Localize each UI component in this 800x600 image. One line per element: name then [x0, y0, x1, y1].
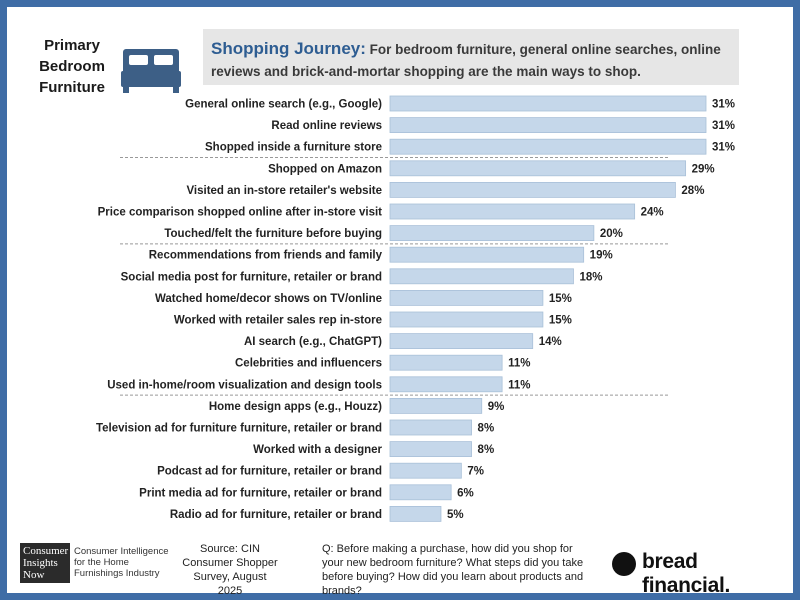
category-label: Home design apps (e.g., Houzz): [209, 401, 382, 413]
bar: [389, 117, 707, 133]
value-label: 11%: [508, 379, 530, 391]
value-label: 19%: [590, 250, 613, 262]
callout-body: For bedroom furniture, general online se…: [211, 42, 721, 79]
category-label: AI search (e.g., ChatGPT): [244, 336, 382, 348]
value-label: 5%: [447, 509, 464, 521]
category-label: Worked with retailer sales rep in-store: [174, 315, 382, 327]
cin-logo-mark: Consumer Insights Now: [20, 543, 70, 583]
value-label: 14%: [539, 336, 562, 348]
category-label: Touched/felt the furniture before buying: [164, 228, 382, 240]
category-label: Radio ad for furniture, retailer or bran…: [170, 509, 382, 521]
bar: [389, 246, 585, 263]
bar: [389, 203, 636, 220]
value-label: 11%: [508, 358, 530, 370]
cin-logo: Consumer Insights Now Consumer Intellige…: [20, 543, 180, 583]
value-label: 18%: [579, 271, 602, 283]
bread-financial-logo: bread financial.: [612, 550, 772, 597]
callout-text: Shopping Journey: For bedroom furniture,…: [211, 38, 731, 83]
bar: [389, 181, 676, 198]
category-label: General online search (e.g., Google): [185, 99, 382, 111]
bar: [389, 419, 472, 436]
category-label: Visited an in-store retailer's website: [186, 185, 382, 197]
bar: [389, 462, 462, 479]
callout-box: Shopping Journey: For bedroom furniture,…: [203, 29, 739, 85]
bar: [389, 138, 707, 155]
bar: [389, 376, 503, 393]
value-label: 15%: [549, 315, 572, 327]
value-label: 9%: [488, 401, 505, 413]
category-label: Recommendations from friends and family: [149, 250, 383, 262]
bar: [389, 484, 452, 501]
value-label: 20%: [600, 228, 623, 240]
value-label: 24%: [641, 207, 664, 219]
callout-heading: Shopping Journey:: [211, 39, 366, 58]
value-label: 7%: [467, 466, 484, 478]
category-label: Print media ad for furniture, retailer o…: [139, 487, 382, 499]
value-label: 15%: [549, 293, 572, 305]
bread-logo-icon: [612, 552, 636, 576]
value-label: 8%: [478, 444, 495, 456]
category-label: Shopped inside a furniture store: [205, 142, 382, 154]
value-label: 6%: [457, 487, 474, 499]
category-label: Price comparison shopped online after in…: [98, 207, 383, 219]
bar: [389, 397, 483, 414]
value-label: 28%: [681, 185, 704, 197]
bar: [389, 225, 595, 242]
primary-title: Primary Bedroom Furniture: [39, 37, 105, 96]
bar: [389, 354, 503, 371]
bar: [389, 441, 472, 458]
category-label: Worked with a designer: [253, 444, 382, 456]
category-label: Shopped on Amazon: [268, 163, 382, 175]
cin-logo-description: Consumer Intelligence for the Home Furni…: [74, 546, 169, 579]
bar: [389, 289, 544, 306]
bar: [389, 333, 534, 350]
category-label: Watched home/decor shows on TV/online: [155, 293, 382, 305]
category-label: Celebrities and influencers: [235, 358, 382, 370]
bar: [389, 505, 442, 522]
bar: [389, 268, 574, 285]
category-label: Podcast ad for furniture, retailer or br…: [157, 466, 382, 478]
value-label: 31%: [712, 142, 735, 154]
category-label: Read online reviews: [271, 120, 382, 132]
bar: [389, 311, 544, 328]
value-label: 8%: [478, 423, 495, 435]
bread-logo-text: bread financial.: [642, 550, 731, 597]
value-label: 31%: [712, 120, 735, 132]
survey-question: Q: Before making a purchase, how did you…: [322, 543, 584, 597]
category-label: Social media post for furniture, retaile…: [121, 271, 382, 283]
category-label: Television ad for furniture furniture, r…: [96, 423, 382, 435]
bar: [389, 160, 687, 177]
value-label: 29%: [692, 163, 715, 175]
bar: [389, 95, 707, 112]
bed-icon: [121, 49, 181, 93]
category-label: Used in-home/room visualization and desi…: [107, 379, 382, 391]
source-note: Source: CIN Consumer Shopper Survey, Aug…: [182, 543, 278, 597]
value-label: 31%: [712, 99, 735, 111]
